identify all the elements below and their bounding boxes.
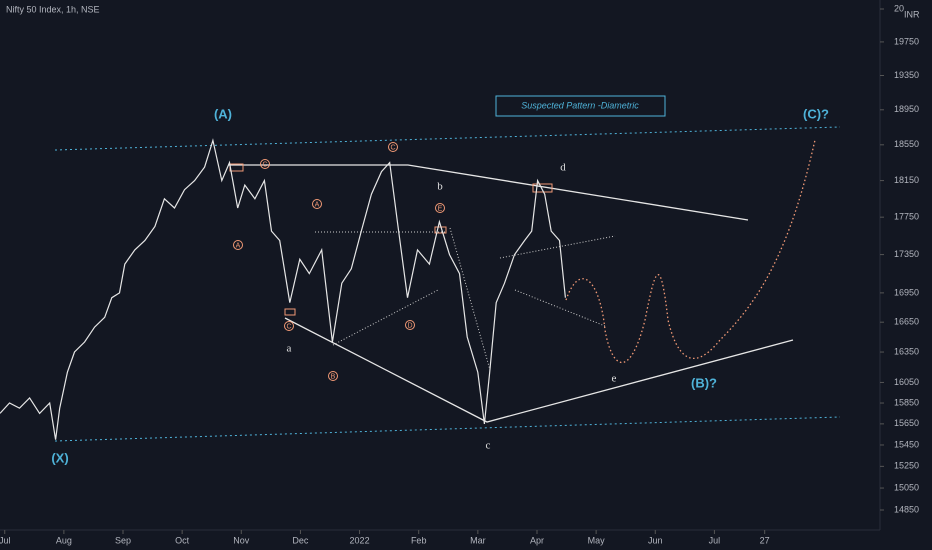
wave-label: a (287, 343, 292, 355)
projection-path (565, 139, 816, 364)
circled-marker (233, 240, 243, 250)
x-tick-label: Mar (470, 535, 486, 545)
degree-label: (B)? (691, 375, 717, 390)
x-tick-label: Jun (648, 535, 663, 545)
x-tick-label: Apr (530, 535, 544, 545)
x-tick-label: Nov (233, 535, 250, 545)
x-tick-label: Jul (0, 535, 10, 545)
y-tick-label: 16950 (894, 287, 919, 297)
circled-label: B (331, 373, 336, 380)
x-tick-label: Dec (292, 535, 309, 545)
lower-trendline (284, 317, 794, 423)
y-tick-label: 18950 (894, 104, 919, 114)
y-tick-label: 15650 (894, 418, 919, 428)
y-tick-label: 16350 (894, 346, 919, 356)
y-tick-label: 14850 (894, 504, 919, 514)
y-tick-label: 16650 (894, 317, 919, 327)
wave-label: d (560, 162, 566, 174)
circled-label: D (407, 322, 412, 329)
upper-trendline (228, 164, 749, 221)
circled-marker (435, 203, 445, 213)
marker-box (532, 183, 553, 193)
price-line (0, 138, 566, 440)
pattern-box (495, 95, 666, 117)
circled-marker (312, 199, 322, 209)
wave-label: c (486, 440, 491, 452)
y-tick-label: 20 (894, 3, 904, 13)
pattern-label: Suspected Pattern -Diametric (521, 100, 639, 110)
helper-line (449, 227, 491, 371)
marker-box (284, 308, 296, 316)
x-tick-label: May (588, 535, 606, 545)
degree-label: (A) (214, 106, 232, 121)
circled-marker (260, 159, 270, 169)
x-tick-label: Feb (411, 535, 427, 545)
circled-marker (284, 321, 294, 331)
circled-label: C (390, 144, 395, 151)
circled-label: C (262, 161, 267, 168)
circled-marker (405, 320, 415, 330)
x-tick-label: Jul (709, 535, 721, 545)
circled-label: C (286, 323, 291, 330)
wave-label: b (437, 181, 443, 193)
lower-channel (54, 416, 841, 442)
y-tick-label: 18150 (894, 175, 919, 185)
y-tick-label: 17750 (894, 212, 919, 222)
degree-label: (X) (51, 450, 68, 465)
wave-label: e (612, 373, 617, 385)
y-tick-label: 17350 (894, 249, 919, 259)
chart-title: Nifty 50 Index, 1h, NSE (6, 4, 100, 14)
y-tick-label: 15250 (894, 461, 919, 471)
circled-label: E (438, 205, 443, 212)
degree-label: (C)? (803, 106, 829, 121)
y-tick-label: 16050 (894, 377, 919, 387)
x-tick-label: Oct (175, 535, 190, 545)
upper-channel (54, 126, 841, 151)
x-tick-label: Sep (115, 535, 131, 545)
circled-label: A (236, 242, 241, 249)
y-tick-label: 18550 (894, 139, 919, 149)
circled-marker (328, 371, 338, 381)
currency: INR (904, 9, 920, 19)
circled-marker (388, 142, 398, 152)
circled-label: A (315, 201, 320, 208)
x-tick-label: 27 (760, 535, 770, 545)
y-tick-label: 15850 (894, 397, 919, 407)
y-tick-label: 19350 (894, 70, 919, 80)
y-tick-label: 19750 (894, 36, 919, 46)
helper-line (514, 289, 606, 327)
x-tick-label: 2022 (350, 535, 370, 545)
y-tick-label: 15050 (894, 482, 919, 492)
y-tick-label: 15450 (894, 439, 919, 449)
x-tick-label: Aug (56, 535, 72, 545)
